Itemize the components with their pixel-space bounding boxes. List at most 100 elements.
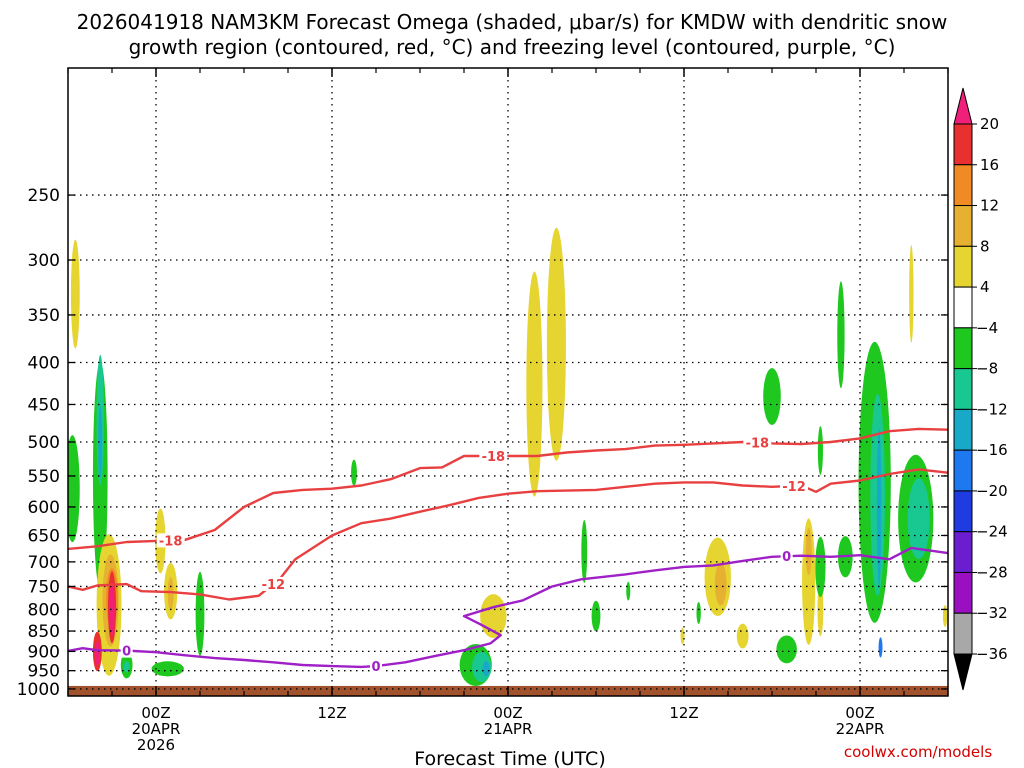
colorbar-max-arrow <box>953 87 973 125</box>
omega-shaded-region <box>714 562 727 606</box>
colorbar-label: −36 <box>976 645 1008 663</box>
x-tick-label: 2026 <box>137 736 175 754</box>
colorbar-band <box>953 612 973 655</box>
colorbar-band <box>953 123 973 166</box>
contour-label: 0 <box>371 660 380 675</box>
x-tick-label: 20APR <box>132 720 181 738</box>
colorbar-band <box>953 490 973 533</box>
omega-shaded-region <box>195 571 205 656</box>
contour-label-bg <box>780 549 793 564</box>
contour-label: -12 <box>782 480 806 495</box>
omega-shaded-region <box>581 520 588 584</box>
x-tick-label: 12Z <box>669 704 698 722</box>
x-tick-label: 00Z <box>845 704 874 722</box>
y-tick-label: 850 <box>28 622 60 642</box>
x-tick-label: 00Z <box>493 704 522 722</box>
y-tick-label: 550 <box>28 467 60 487</box>
y-tick-label: 400 <box>28 354 60 374</box>
contour-label-bg <box>780 478 808 493</box>
contour-label: -18 <box>159 534 183 549</box>
colorbar-band <box>953 449 973 492</box>
x-tick-label: 12Z <box>317 704 346 722</box>
omega-shaded-region <box>909 245 914 343</box>
omega-shaded-region <box>878 637 883 658</box>
omega-shaded-region <box>351 459 357 486</box>
contour-label: 0 <box>122 645 131 660</box>
omega-shaded-region <box>70 239 80 349</box>
y-tick-label: 500 <box>28 433 60 453</box>
contour-label-bg <box>120 643 133 658</box>
omega-shaded-region <box>151 661 184 677</box>
colorbar-band <box>953 205 973 247</box>
contour-line <box>68 427 948 551</box>
omega-shaded-region <box>907 478 930 560</box>
omega-shaded-region <box>167 577 174 610</box>
credit-text: coolwx.com/models <box>844 743 992 761</box>
y-tick-label: 250 <box>28 186 60 206</box>
colorbar-label: 20 <box>980 115 999 133</box>
colorbar-label: −20 <box>976 482 1008 500</box>
omega-shaded-region <box>817 582 824 637</box>
colorbar-label: 8 <box>980 237 990 255</box>
colorbar-band <box>953 245 973 288</box>
y-tick-label: 450 <box>28 395 60 415</box>
colorbar-band <box>953 531 973 573</box>
colorbar-band <box>953 368 973 410</box>
omega-shaded-region <box>802 518 816 645</box>
contour-label: -18 <box>746 437 770 452</box>
colorbar-label: −32 <box>976 604 1008 622</box>
colorbar-label: −8 <box>976 360 998 378</box>
omega-shaded-region <box>805 527 812 576</box>
omega-shaded-region <box>123 661 130 673</box>
contour-label-bg <box>370 659 382 674</box>
colorbar-label: −4 <box>976 319 998 337</box>
omega-shaded-region <box>546 227 566 461</box>
contour-label-bg <box>156 533 185 548</box>
omega-shaded-region <box>817 426 823 475</box>
chart-title-line-2: growth region (contoured, red, °C) and f… <box>129 35 896 59</box>
colorbar-label: 12 <box>980 197 999 215</box>
omega-shaded-region <box>591 600 601 632</box>
y-tick-label: 950 <box>28 662 60 682</box>
x-tick-label: 00Z <box>141 704 170 722</box>
x-tick-label: 22APR <box>836 720 885 738</box>
omega-shaded-region <box>94 641 100 666</box>
y-tick-label: 750 <box>28 577 60 597</box>
colorbar-band <box>953 408 973 451</box>
y-tick-label: 800 <box>28 600 60 620</box>
x-tick-label: 21APR <box>484 720 533 738</box>
contour-label: 0 <box>782 550 791 565</box>
colorbar-label: −12 <box>976 400 1008 418</box>
y-tick-label: 900 <box>28 642 60 662</box>
colorbar: 20 16 12 8 4 −4 −8 −12 −16 −20 −24 −28 −32 −36 <box>953 87 1008 691</box>
chart-title-line-1: 2026041918 NAM3KM Forecast Omega (shaded… <box>77 10 948 34</box>
contour-label: -12 <box>262 578 286 593</box>
omega-shaded-region <box>98 406 103 478</box>
omega-shaded-region <box>482 661 490 677</box>
contour-line <box>68 468 948 601</box>
omega-shaded-region <box>837 281 845 389</box>
omega-shaded-region <box>109 582 115 637</box>
contour-label: -18 <box>482 450 506 465</box>
omega-shaded-region <box>763 368 781 425</box>
colorbar-band <box>953 327 973 370</box>
y-tick-label: 300 <box>28 251 60 271</box>
y-tick-label: 600 <box>28 498 60 518</box>
omega-shaded-region <box>626 581 631 601</box>
omega-shaded-region <box>68 435 80 543</box>
omega-shaded-region <box>776 635 797 664</box>
colorbar-label: −28 <box>976 563 1008 581</box>
colorbar-label: −16 <box>976 441 1008 459</box>
contour-line <box>68 546 948 669</box>
y-tick-label: 650 <box>28 526 60 546</box>
colorbar-label: 4 <box>980 278 990 296</box>
colorbar-band <box>953 164 973 207</box>
contour-label-bg <box>743 435 772 450</box>
omega-shaded-region <box>815 536 826 598</box>
colorbar-label: −24 <box>976 523 1008 541</box>
omega-shaded-region <box>526 271 543 497</box>
colorbar-band <box>953 571 973 614</box>
omega-shaded-region <box>696 601 701 625</box>
x-axis-label: Forecast Time (UTC) <box>414 748 605 768</box>
colorbar-label: 16 <box>980 156 999 174</box>
